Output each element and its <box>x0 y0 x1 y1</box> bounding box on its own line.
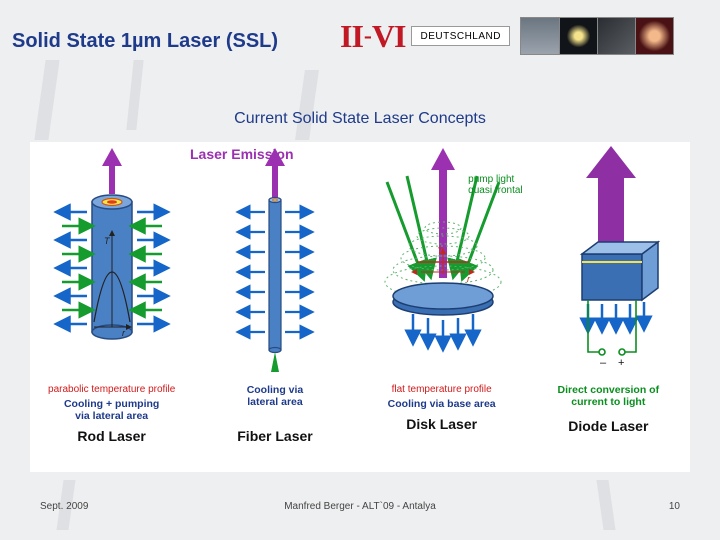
thumb-3 <box>597 18 635 54</box>
footer-page: 10 <box>669 501 680 512</box>
temp-profile-icon: T r <box>411 246 475 284</box>
svg-text:+: + <box>618 357 624 369</box>
laser-concepts-diagram: Laser Emission <box>30 142 690 472</box>
fiber-blue-note: Cooling vialateral area <box>247 384 304 408</box>
svg-text:–: – <box>600 357 607 369</box>
logo-thumbnails <box>520 17 674 55</box>
rod-red-note: parabolic temperature profile <box>48 384 175 396</box>
output-arrow-icon <box>265 148 285 200</box>
pump-quasi-label: pump lightquasi frontal <box>468 174 522 196</box>
logo-area: II-VI DEUTSCHLAND <box>340 16 674 56</box>
disk-body-icon <box>393 283 493 315</box>
slide-subtitle: Current Solid State Laser Concepts <box>0 110 720 128</box>
col-diode-laser: – + Direct conversion ofcurrent to light… <box>527 142 690 472</box>
footer-author: Manfred Berger - ALT`09 - Antalya <box>0 501 720 512</box>
output-arrow-icon <box>102 148 122 194</box>
logo-deutschland: DEUTSCHLAND <box>411 26 510 46</box>
col-disk-laser: pump lightquasi frontal <box>357 142 527 472</box>
thumb-4 <box>635 18 673 54</box>
output-arrow-icon <box>586 146 636 254</box>
disk-name: Disk Laser <box>406 416 477 432</box>
fiber-name: Fiber Laser <box>237 428 312 444</box>
diode-green-note: Direct conversion ofcurrent to light <box>558 384 660 408</box>
fiber-body-icon <box>269 198 281 353</box>
logo-roman: II-VI <box>340 16 405 56</box>
col-fiber-laser: Cooling vialateral area Fiber Laser <box>193 142 356 472</box>
diode-body-icon <box>582 242 658 300</box>
slide-title: Solid State 1µm Laser (SSL) <box>12 30 278 53</box>
svg-text:r: r <box>467 274 471 284</box>
fiber-laser-svg <box>195 142 355 382</box>
col-rod-laser: T r parabolic temperature profile Coolin… <box>30 142 193 472</box>
disk-blue-note: Cooling via base area <box>388 398 496 410</box>
thumb-2 <box>559 18 597 54</box>
disk-red-note: flat temperature profile <box>392 384 492 396</box>
rod-blue-note: Cooling + pumpingvia lateral area <box>64 398 159 422</box>
diode-name: Diode Laser <box>568 418 648 434</box>
cooling-arrows-icon <box>413 314 473 344</box>
thumb-1 <box>521 18 559 54</box>
diode-laser-svg: – + <box>528 142 688 382</box>
pump-bottom-icon <box>271 352 279 372</box>
rod-name: Rod Laser <box>77 428 145 444</box>
rod-laser-svg: T r <box>32 142 192 382</box>
